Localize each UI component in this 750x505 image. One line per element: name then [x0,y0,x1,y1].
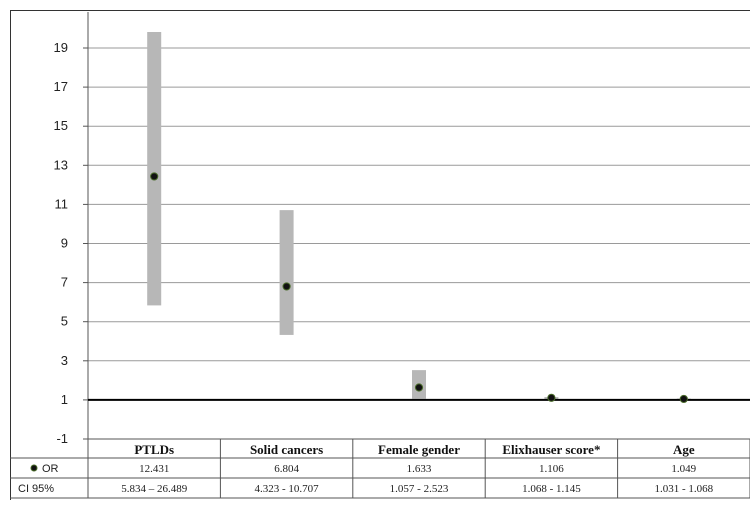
legend-point-marker [31,465,37,471]
y-tick-label: 7 [61,275,68,290]
y-tick-label: 9 [61,236,68,251]
ci-value: 1.031 - 1.068 [654,483,713,495]
y-tick-label: 3 [61,353,68,368]
legend-label-or: OR [42,463,59,475]
category-label: Age [673,442,695,457]
y-tick-label: 15 [54,118,68,133]
ci-value: 5.834 – 26.489 [121,483,188,495]
legend-label-ci: CI 95% [18,483,54,495]
y-tick-label: -1 [56,431,68,446]
ci-value: 1.057 - 2.523 [390,483,449,495]
or-point [283,283,290,290]
or-point [151,173,158,180]
or-point [415,384,422,391]
ci-bar [147,32,161,305]
or-points [151,173,688,403]
y-tick-label: 13 [54,157,68,172]
or-value: 1.106 [539,463,564,475]
or-value: 1.049 [671,463,696,475]
ci-value: 1.068 - 1.145 [522,483,581,495]
data-table: PTLDs 12.431 5.834 – 26.489 Solid cancers 6.… [10,439,750,498]
or-value: 1.633 [407,463,432,475]
or-point [548,394,555,401]
chart-border [11,11,750,501]
y-tick-label: 1 [61,392,68,407]
y-tick-label: 11 [55,196,69,211]
ci-bar [280,210,294,335]
or-point [680,395,687,402]
category-label: Female gender [378,442,460,457]
ci-value: 4.323 - 10.707 [255,483,320,495]
or-value: 12.431 [139,463,169,475]
y-tick-label: 5 [61,314,68,329]
y-tick-label: 17 [54,79,68,94]
category-label: Solid cancers [250,442,323,457]
category-label: Elixhauser score* [502,442,600,457]
category-label: PTLDs [134,442,174,457]
or-value: 6.804 [274,463,299,475]
y-tick-label: 19 [54,40,68,55]
